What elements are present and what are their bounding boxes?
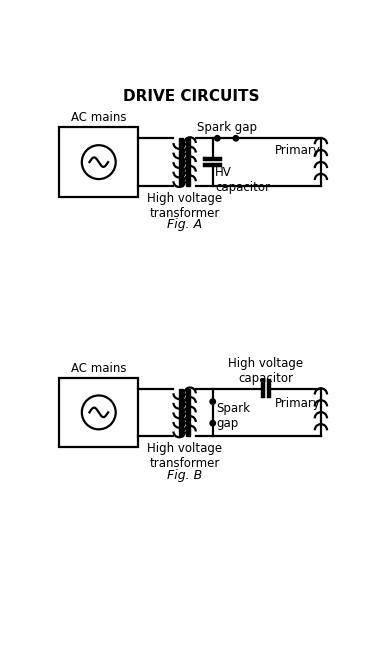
Bar: [179, 389, 183, 436]
Circle shape: [233, 136, 238, 141]
Text: Spark
gap: Spark gap: [217, 402, 251, 430]
Bar: [186, 138, 190, 186]
Text: High voltage
capacitor: High voltage capacitor: [229, 357, 304, 384]
Text: AC mains: AC mains: [71, 111, 126, 124]
Text: Spark gap: Spark gap: [197, 121, 257, 134]
Text: Fig. A: Fig. A: [167, 218, 202, 231]
Bar: [59, 127, 138, 197]
Bar: [186, 389, 190, 436]
Circle shape: [210, 399, 216, 405]
Text: Primary: Primary: [275, 397, 321, 410]
Circle shape: [214, 136, 220, 141]
Text: Primary: Primary: [275, 144, 321, 157]
Text: DRIVE CIRCUITS: DRIVE CIRCUITS: [122, 89, 259, 104]
Text: AC mains: AC mains: [71, 362, 126, 374]
Text: HV
capacitor: HV capacitor: [215, 166, 270, 194]
Text: High voltage
transformer: High voltage transformer: [147, 192, 222, 220]
Bar: [59, 378, 138, 447]
Bar: [179, 138, 183, 186]
Text: Fig. B: Fig. B: [167, 468, 202, 482]
Circle shape: [210, 421, 216, 426]
Text: High voltage
transformer: High voltage transformer: [147, 442, 222, 470]
